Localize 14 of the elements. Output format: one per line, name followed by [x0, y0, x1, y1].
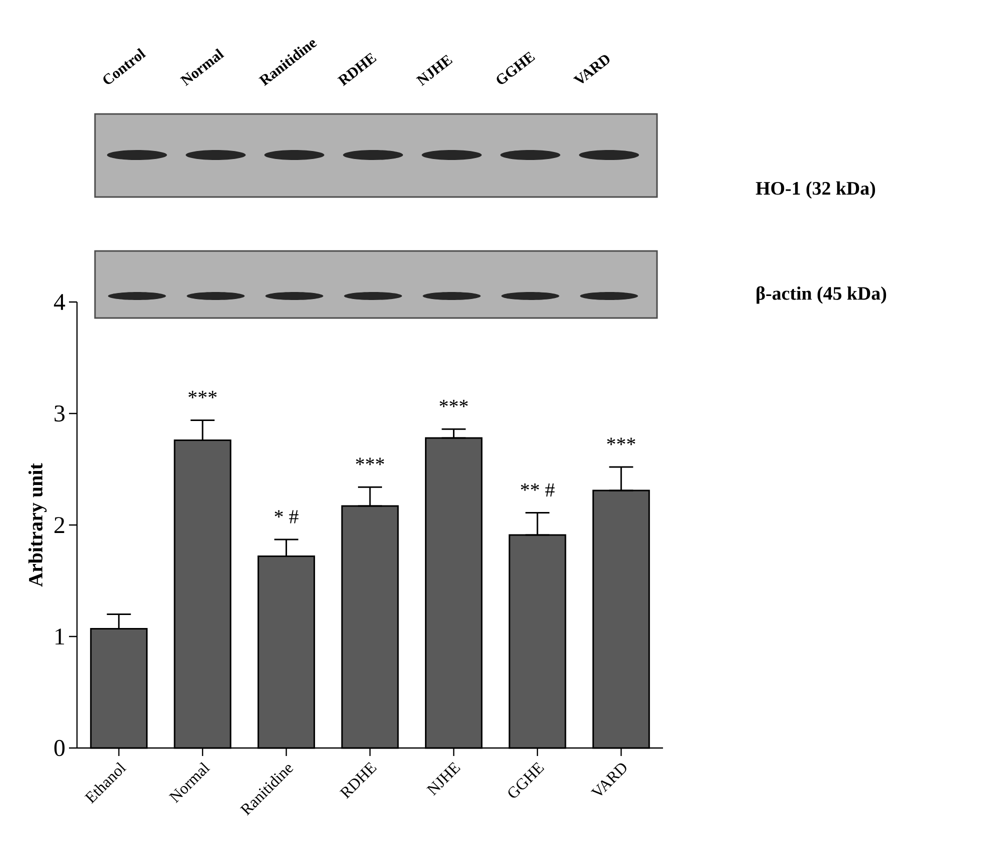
annotation: ** # — [520, 483, 555, 497]
y-tick-label: 1 — [56, 628, 64, 644]
y-tick-label: 3 — [54, 405, 65, 422]
text: β-actin (45 kDa) — [756, 286, 886, 304]
annotation: *** — [440, 400, 468, 408]
y-tick-label: 0 — [54, 740, 65, 756]
annotation: *** — [356, 458, 384, 466]
text: HO-1 (32 kDa) — [756, 181, 876, 199]
y-tick-label: 2 — [54, 517, 64, 533]
annotation: *** — [188, 390, 217, 398]
y-axis-title: Arbitrary unit — [28, 463, 47, 587]
annotation: *** — [607, 438, 636, 446]
annotation: * # — [274, 510, 298, 524]
y-tick-label: 4 — [54, 294, 66, 310]
